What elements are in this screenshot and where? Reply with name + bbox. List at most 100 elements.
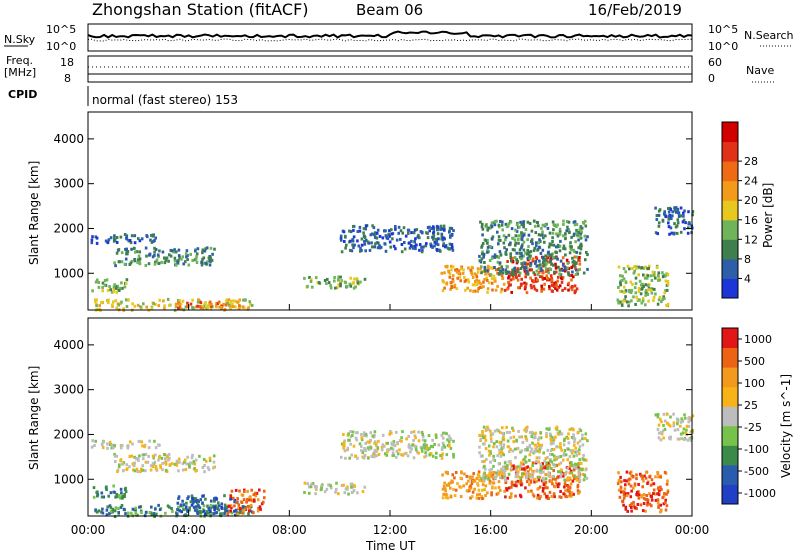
power-cell (439, 249, 442, 253)
power-cell (496, 271, 499, 275)
velocity-cell (516, 470, 520, 474)
power-cell (181, 299, 185, 303)
power-cell (557, 265, 560, 269)
velocity-cell (208, 459, 212, 463)
velocity-cell (509, 447, 512, 451)
velocity-cell (96, 490, 99, 494)
velocity-cell (347, 432, 350, 436)
power-cell (554, 286, 557, 290)
velocity-cell (689, 438, 693, 442)
velocity-cell (185, 501, 188, 505)
velocity-cell (356, 456, 359, 460)
velocity-cell (428, 447, 431, 450)
velocity-cell (334, 490, 337, 494)
colorbar-segment (722, 328, 738, 349)
velocity-cell (470, 495, 474, 499)
power-cell (95, 241, 99, 245)
velocity-cell (676, 420, 679, 424)
velocity-cell (401, 453, 405, 457)
velocity-cell (570, 494, 573, 498)
velocity-cell (161, 468, 164, 472)
power-cell (688, 222, 691, 226)
power-cell (110, 290, 114, 294)
velocity-cell (434, 456, 438, 460)
velocity-cell (500, 450, 503, 454)
power-cell (522, 248, 526, 252)
power-cell (175, 302, 178, 306)
velocity-cell (450, 479, 453, 483)
velocity-cell (400, 439, 403, 443)
power-cell (348, 229, 351, 233)
velocity-cell (403, 452, 407, 456)
velocity-cell (502, 443, 506, 447)
power-cell (195, 252, 199, 256)
power-cell (477, 287, 480, 290)
power-cell (177, 248, 181, 252)
power-cell (538, 238, 541, 242)
power-cell (513, 248, 516, 252)
velocity-cell (665, 492, 668, 496)
velocity-cell (363, 446, 366, 450)
power-cell (533, 273, 537, 277)
nsearch-line (87, 38, 693, 42)
power-cell (549, 274, 553, 278)
power-cell (574, 240, 577, 244)
power-cell (644, 303, 647, 307)
velocity-cell (459, 485, 463, 489)
velocity-cell (217, 504, 221, 508)
velocity-cell (553, 454, 556, 458)
power-cell (480, 252, 484, 256)
power-cell (507, 270, 510, 274)
power-cell (420, 245, 423, 249)
velocity-cell (478, 445, 481, 449)
power-cell (539, 275, 542, 279)
power-cell (392, 244, 396, 248)
colorbar-tick-label: 8 (744, 253, 751, 266)
power-cell (464, 278, 468, 282)
velocity-cell (340, 442, 344, 446)
power-cell (541, 248, 545, 252)
power-cell (496, 284, 499, 288)
power-cell (482, 253, 485, 257)
velocity-cell (101, 511, 105, 515)
velocity-cell (512, 464, 515, 468)
power-cell (617, 285, 620, 289)
power-cell (652, 295, 656, 299)
ytick-label: 1000 (53, 266, 84, 280)
power-cell (399, 237, 402, 241)
power-cell (421, 248, 424, 252)
power-cell (454, 268, 457, 272)
power-cell (554, 256, 558, 260)
power-cell (525, 269, 528, 273)
power-cell (450, 246, 453, 250)
velocity-cell (501, 431, 504, 435)
power-cell (120, 300, 123, 304)
power-cell (577, 246, 580, 250)
velocity-cell (546, 496, 550, 500)
velocity-cell (635, 491, 639, 494)
velocity-cell (249, 503, 253, 507)
power-cell (510, 259, 513, 263)
power-cell (248, 300, 252, 304)
velocity-cell (460, 470, 463, 474)
velocity-cell (553, 464, 556, 468)
colorbar-segment (722, 278, 738, 299)
power-cell (542, 263, 546, 267)
velocity-cell (504, 469, 507, 473)
velocity-cell (364, 441, 367, 445)
velocity-cell (567, 489, 570, 493)
velocity-cell (413, 434, 417, 438)
power-cell (370, 241, 373, 245)
power-cell (327, 281, 331, 285)
power-cell (640, 301, 644, 305)
velocity-cell (354, 454, 358, 458)
velocity-cell (184, 505, 188, 509)
velocity-cell (552, 492, 556, 496)
power-cell (199, 301, 203, 305)
power-cell (481, 227, 485, 231)
velocity-cell (153, 439, 156, 443)
velocity-cell (649, 494, 653, 498)
velocity-cell (506, 467, 509, 471)
power-cell (620, 303, 624, 307)
velocity-cell (523, 457, 526, 461)
